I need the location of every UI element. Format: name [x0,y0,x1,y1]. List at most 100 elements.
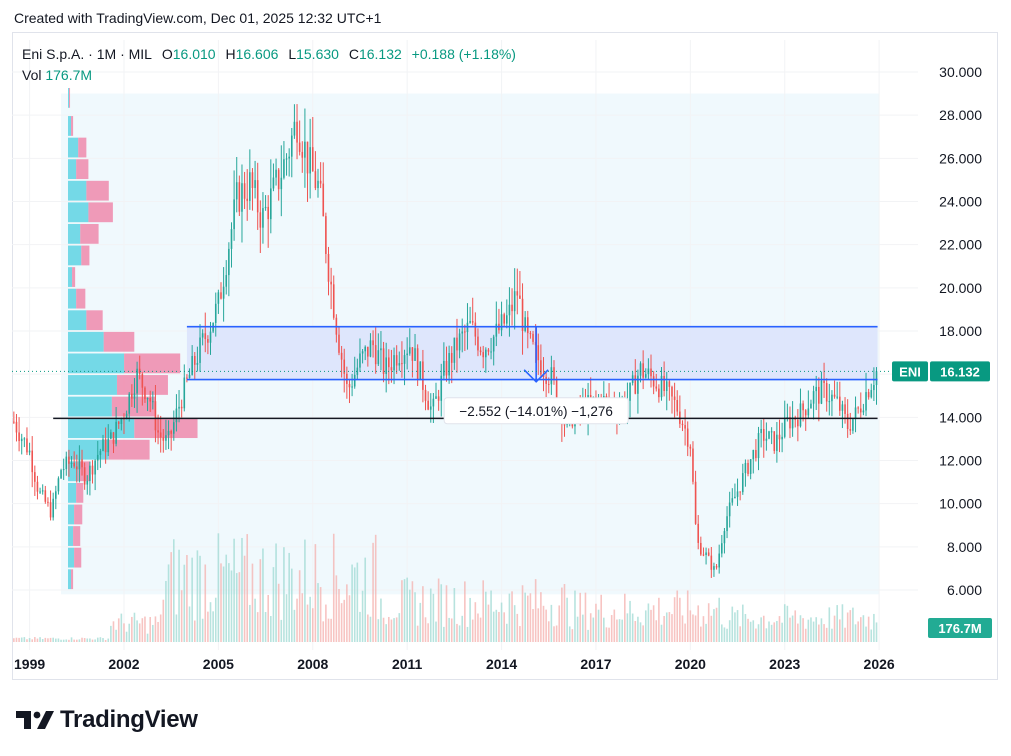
volume-bar [280,619,283,642]
candle-down [474,322,477,337]
candle-down [702,554,705,556]
ticker-badge[interactable] [892,361,928,382]
candle-down [144,387,146,400]
candle-up [351,386,353,388]
volume-bar [582,614,584,642]
volume-bar [765,628,768,642]
volume-bar [563,584,566,642]
volume-bar [96,637,99,642]
volume-bar [833,615,836,642]
price-badge-text: 16.132 [940,364,980,379]
volume-bar [133,612,136,642]
volume-bar [485,591,487,642]
candle-down [340,352,343,360]
chart-canvas[interactable]: −2.552 (−14.01%) −1,276 6.000 8.000 10.000 1… [0,0,1011,690]
y-axis-tick-label: 24.000 [939,194,982,210]
volume-bar [277,583,280,642]
volume-bar [73,639,75,642]
volume-profile-down-bar [74,547,82,568]
volume-bar [138,623,141,642]
volume-bar [849,610,852,642]
volume-profile-down-bar [111,396,156,417]
x-axis-tick-label: 2005 [203,656,234,672]
volume-bar [47,638,49,642]
candle-up [726,516,728,532]
candle-up [705,552,707,555]
volume-bar [94,639,96,642]
volume-bar [503,612,505,642]
candle-down [715,566,718,568]
volume-bar [220,563,222,642]
candle-up [453,337,456,363]
candle-up [165,435,167,441]
volume-bar [322,621,325,642]
candle-down [75,466,78,470]
volume-bar [222,566,225,642]
volume-bar [450,618,453,642]
candle-down [18,432,20,442]
candle-down [15,421,18,433]
volume-bar [705,623,707,642]
candle-down [159,432,162,438]
candle-up [414,348,416,361]
volume-bar [479,617,482,642]
volume-bar [356,562,359,642]
candle-down [31,450,34,473]
volume-badge[interactable] [928,618,992,638]
candle-up [807,408,810,416]
candle-down [658,388,660,398]
volume-bar [55,638,57,642]
volume-bar [492,611,495,642]
volume-bar [642,625,644,642]
candle-up [94,460,96,475]
volume-profile-up-bar [68,526,74,546]
volume-bar [592,617,595,642]
candle-down [193,355,196,365]
candle-up [513,291,516,312]
volume-bar [259,559,262,642]
tradingview-brand[interactable]: TradingView [16,706,198,734]
candle-down [849,428,852,431]
candle-up [665,381,668,391]
candle-up [23,438,26,440]
candle-up [293,121,296,136]
volume-bar [854,624,857,642]
volume-bar [600,594,602,642]
volume-bar [524,592,526,642]
volume-bar [566,597,568,642]
legend-vol-label: Vol [22,67,42,83]
legend-symbol[interactable]: Eni S.p.A. [22,46,85,62]
candle-up [435,396,437,399]
candle-down [401,363,403,365]
volume-bar [18,637,20,642]
volume-bar [149,617,152,642]
volume-bar [390,619,393,642]
candle-up [469,321,471,323]
volume-bar [529,593,532,642]
volume-bar [416,625,419,642]
candle-up [285,158,288,160]
volume-bar [762,615,765,642]
volume-bar [419,602,422,642]
price-badge[interactable] [930,361,990,382]
candle-down [149,397,152,402]
candle-up [408,347,411,354]
volume-profile-down-bar [76,159,89,180]
candle-up [196,362,199,365]
volume-bar [102,638,104,642]
y-axis-tick-label: 14.000 [939,409,982,425]
candle-down [314,171,317,189]
candle-up [492,336,495,352]
volume-bar [786,605,789,642]
candle-up [39,491,41,493]
candle-up [749,459,752,474]
candle-up [167,430,170,436]
candle-down [13,421,15,423]
candle-up [432,398,435,407]
volume-bar [346,584,348,642]
volume-bar [448,617,450,642]
volume-bar [99,637,102,642]
candle-down [238,182,241,212]
volume-bar [251,563,254,642]
volume-bar [818,624,820,642]
